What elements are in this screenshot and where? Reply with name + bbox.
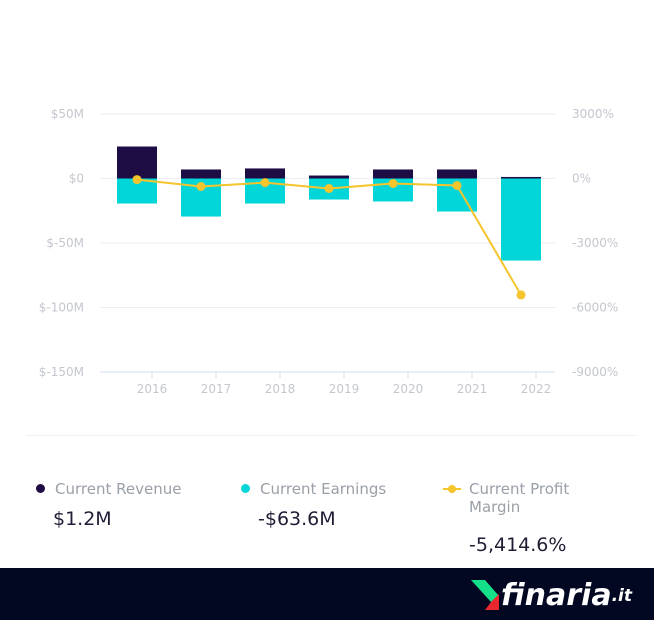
finaria-logo[interactable]: finaria .it [471,578,632,613]
legend-label: Current Earnings [260,480,387,498]
x-axis-tick: 2022 [521,382,552,396]
x-axis-tick: 2016 [137,382,168,396]
x-axis-tick: 2020 [393,382,424,396]
chart: $50M 3000% $0 0% $-50M -3000% $-100M -6000% $-15… [39,107,619,396]
earnings-value: -$63.6M [258,508,336,530]
revenue-dot-icon [36,484,45,493]
x-axis-tick: 2018 [265,382,296,396]
profit-margin-point [452,180,462,190]
profit-margin-point [260,178,270,188]
right-axis-tick: 3000% [572,107,614,121]
right-axis-tick: -9000% [572,365,618,379]
bar-current-revenue [373,169,413,179]
bar-current-revenue [437,169,477,179]
legend-label: Current Profit Margin [469,480,570,516]
left-axis-tick: $50M [51,107,84,121]
profit-margin-point [132,175,142,185]
logo-suffix: .it [611,585,632,606]
legend-margin: Current Profit Margin -5,414.6% [443,480,613,556]
footer: finaria .it [0,568,654,620]
bar-current-revenue [245,168,285,179]
profit-margin-point [388,178,398,188]
bar-current-revenue [309,175,349,179]
x-axis-tick: 2017 [201,382,232,396]
profit-margin-point [196,181,206,191]
earnings-dot-icon [241,484,250,493]
margin-value: -5,414.6% [469,534,567,556]
bar-current-revenue [181,169,221,179]
finaria-logo-icon [471,579,500,610]
logo-text: finaria [501,578,612,613]
right-axis-tick: -6000% [572,301,618,315]
profit-margin-point [324,183,334,193]
bar-current-revenue [501,176,541,179]
x-axis-tick: 2019 [329,382,360,396]
legend-revenue: Current Revenue $1.2M [36,480,181,530]
bar-current-earnings [501,178,541,261]
legend-earnings: Current Earnings -$63.6M [241,480,386,530]
right-axis-tick: -3000% [572,236,618,250]
x-axis-tick: 2021 [457,382,488,396]
left-axis-tick: $0 [69,172,84,186]
left-axis-tick: $-150M [39,365,84,379]
divider [26,435,636,436]
revenue-value: $1.2M [53,508,112,530]
bar-current-revenue [117,146,157,179]
left-axis-tick: $-50M [46,236,84,250]
legend-label: Current Revenue [55,480,182,498]
line-marker-icon [443,484,461,494]
profit-margin-point [516,290,526,300]
left-axis-tick: $-100M [39,301,84,315]
right-axis-tick: 0% [572,172,591,186]
